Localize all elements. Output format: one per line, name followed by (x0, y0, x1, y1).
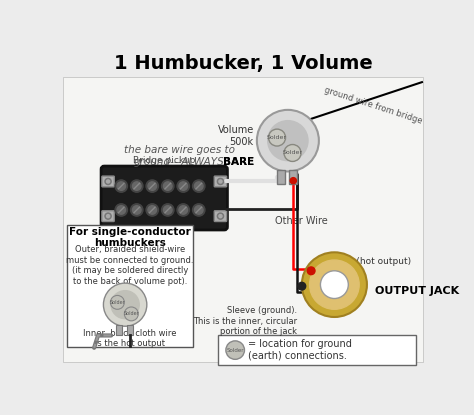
Circle shape (226, 341, 245, 359)
Bar (127, 325, 133, 335)
Text: Outer, braided shield-wire
must be connected to ground.
(it may be soldered dire: Outer, braided shield-wire must be conne… (66, 245, 193, 286)
Circle shape (117, 182, 126, 190)
Circle shape (219, 215, 222, 217)
Text: ground wire from bridge: ground wire from bridge (323, 85, 423, 125)
Circle shape (177, 180, 190, 192)
Circle shape (164, 206, 172, 214)
Bar (116, 325, 122, 335)
Circle shape (103, 283, 147, 326)
Text: Solder: Solder (123, 311, 139, 316)
Bar (218, 335, 416, 365)
FancyBboxPatch shape (214, 176, 227, 187)
Circle shape (218, 178, 224, 185)
Circle shape (192, 204, 205, 216)
Circle shape (124, 307, 138, 321)
Circle shape (179, 182, 188, 190)
Circle shape (219, 180, 222, 183)
FancyBboxPatch shape (102, 211, 114, 222)
Circle shape (115, 204, 128, 216)
Circle shape (194, 206, 203, 214)
Circle shape (268, 121, 308, 161)
Text: the bare wire goes to
ground---ALWAYS: the bare wire goes to ground---ALWAYS (124, 145, 235, 167)
Circle shape (133, 206, 141, 214)
Circle shape (162, 204, 174, 216)
Circle shape (320, 271, 348, 298)
Text: Solder: Solder (109, 300, 125, 305)
Text: = location for ground
(earth) connections.: = location for ground (earth) connection… (247, 339, 351, 361)
Circle shape (177, 204, 190, 216)
Circle shape (117, 206, 126, 214)
Text: 1 Humbucker, 1 Volume: 1 Humbucker, 1 Volume (114, 54, 372, 73)
Circle shape (257, 110, 319, 171)
Bar (67, 225, 192, 347)
Circle shape (111, 290, 139, 319)
Text: Solder: Solder (267, 135, 287, 140)
Text: Bridge pickup: Bridge pickup (133, 156, 195, 165)
Circle shape (146, 204, 158, 216)
Circle shape (130, 204, 143, 216)
Text: Sleeve (ground).
This is the inner, circular
portion of the jack: Sleeve (ground). This is the inner, circ… (193, 306, 297, 336)
Circle shape (115, 180, 128, 192)
Bar (290, 170, 297, 184)
Circle shape (307, 267, 315, 275)
FancyBboxPatch shape (101, 166, 228, 230)
Bar (277, 170, 285, 184)
Circle shape (268, 129, 285, 146)
Circle shape (110, 295, 124, 309)
Circle shape (148, 182, 156, 190)
FancyBboxPatch shape (102, 176, 114, 187)
Circle shape (162, 180, 174, 192)
Circle shape (105, 213, 111, 219)
Text: Other Wire: Other Wire (275, 216, 328, 226)
Circle shape (130, 180, 143, 192)
Circle shape (284, 144, 301, 161)
Circle shape (302, 252, 367, 317)
Text: BARE: BARE (223, 157, 254, 167)
Circle shape (105, 178, 111, 185)
Circle shape (298, 282, 306, 290)
Text: Inner, black cloth wire
is the hot output: Inner, black cloth wire is the hot outpu… (83, 329, 176, 348)
Circle shape (146, 180, 158, 192)
Circle shape (107, 180, 109, 183)
Bar (63, 77, 423, 361)
Circle shape (194, 182, 203, 190)
Circle shape (290, 178, 296, 184)
FancyBboxPatch shape (214, 211, 227, 222)
Circle shape (107, 215, 109, 217)
Circle shape (164, 182, 172, 190)
Circle shape (133, 182, 141, 190)
Circle shape (148, 206, 156, 214)
Text: Solder: Solder (227, 348, 244, 353)
Text: Tip (hot output): Tip (hot output) (341, 257, 412, 266)
Circle shape (310, 260, 359, 309)
Text: Solder: Solder (283, 151, 302, 156)
Circle shape (218, 213, 224, 219)
Text: For single-conductor
humbuckers: For single-conductor humbuckers (69, 227, 191, 249)
Circle shape (192, 180, 205, 192)
Text: OUTPUT JACK: OUTPUT JACK (374, 286, 459, 296)
Text: Volume
500k: Volume 500k (218, 125, 254, 147)
Circle shape (179, 206, 188, 214)
Text: BARE: BARE (223, 157, 254, 167)
